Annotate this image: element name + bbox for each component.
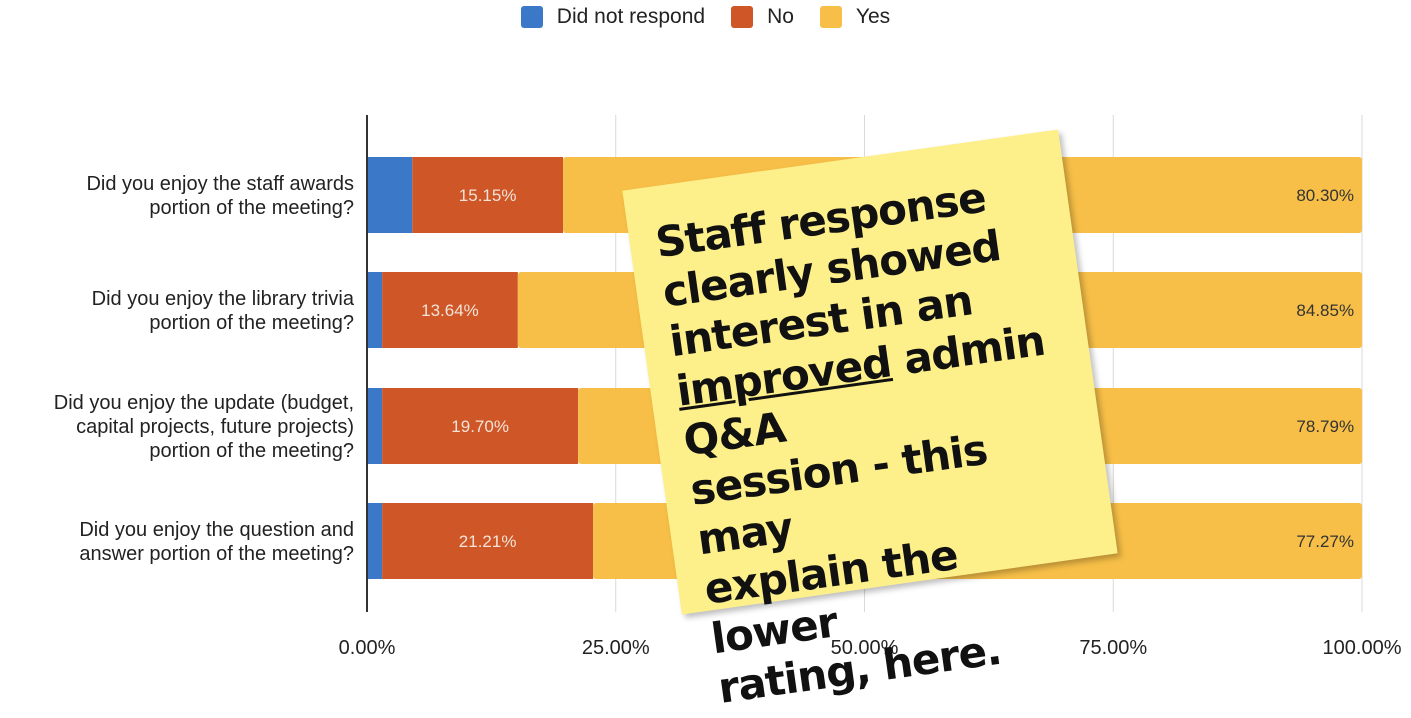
- category-label: capital projects, future projects): [76, 416, 354, 438]
- data-label: 80.30%: [1296, 186, 1354, 205]
- data-label: 13.64%: [421, 301, 479, 320]
- category-label: portion of the meeting?: [149, 197, 354, 219]
- category-label: Did you enjoy the question and: [79, 519, 354, 541]
- category-label: Did you enjoy the staff awards: [86, 173, 354, 195]
- bar-segment-no: [382, 388, 579, 464]
- data-label: 78.79%: [1296, 417, 1354, 436]
- legend-swatch-yes: [819, 6, 842, 28]
- bar-segment-did-not-respond: [367, 157, 413, 233]
- legend-label-yes: Yes: [855, 5, 891, 28]
- legend-label-no: No: [767, 5, 794, 28]
- category-label: portion of the meeting?: [149, 440, 354, 462]
- x-tick-label: 25.00%: [582, 637, 650, 659]
- category-label: answer portion of the meeting?: [79, 543, 354, 565]
- x-tick-label: 100.00%: [1323, 637, 1402, 659]
- sticky-note-text: Staff response clearly showed interest i…: [653, 164, 1113, 714]
- category-label: Did you enjoy the update (budget,: [54, 392, 354, 414]
- category-label: portion of the meeting?: [149, 312, 354, 334]
- data-label: 19.70%: [451, 417, 509, 436]
- legend-item-no: No: [731, 5, 794, 29]
- bar-segment-no: [382, 272, 518, 348]
- bar-segment-no: [412, 157, 564, 233]
- bar-segment-did-not-respond: [367, 503, 383, 579]
- data-label: 77.27%: [1296, 532, 1354, 551]
- legend-label-did-not-respond: Did not respond: [556, 5, 706, 28]
- legend-swatch-no: [731, 6, 754, 28]
- chart-legend: Did not respond No Yes: [0, 5, 1411, 29]
- legend-swatch-did-not-respond: [520, 6, 543, 28]
- x-tick-label: 75.00%: [1079, 637, 1147, 659]
- data-label: 15.15%: [459, 186, 517, 205]
- data-label: 21.21%: [459, 532, 517, 551]
- category-label: Did you enjoy the library trivia: [92, 288, 355, 310]
- x-tick-label: 50.00%: [831, 637, 899, 659]
- data-label: 84.85%: [1296, 301, 1354, 320]
- legend-item-did-not-respond: Did not respond: [520, 5, 706, 29]
- bar-segment-did-not-respond: [367, 272, 383, 348]
- bar-segment-did-not-respond: [367, 388, 383, 464]
- legend-item-yes: Yes: [819, 5, 891, 29]
- x-tick-label: 0.00%: [339, 637, 396, 659]
- bar-segment-no: [382, 503, 594, 579]
- sticky-note: Staff response clearly showed interest i…: [622, 129, 1118, 713]
